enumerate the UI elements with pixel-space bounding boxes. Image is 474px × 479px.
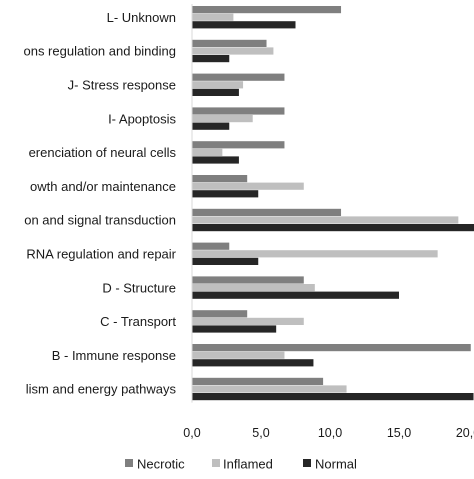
category-label: C - Transport	[100, 314, 176, 329]
category-labels-group: L- Unknown ons regulation and binding J- S…	[23, 10, 176, 397]
category-label: D - Structure	[102, 280, 176, 295]
bar-necrotic-8	[192, 276, 304, 284]
bar-inflamed-11	[192, 385, 347, 393]
legend-swatch-inflamed	[212, 459, 220, 467]
bar-inflamed-2	[192, 81, 244, 89]
category-label: L- Unknown	[107, 10, 176, 25]
legend-swatch-necrotic	[125, 459, 133, 467]
bar-inflamed-0	[192, 13, 234, 21]
bar-normal-5	[192, 190, 259, 198]
bar-necrotic-3	[192, 107, 285, 115]
bar-normal-0	[192, 21, 296, 29]
category-label: ons regulation and binding	[23, 44, 176, 59]
x-tick-label: 10,0	[318, 426, 342, 440]
bar-necrotic-5	[192, 175, 248, 183]
x-tick-label: 15,0	[387, 426, 411, 440]
category-label: RNA regulation and repair	[26, 247, 176, 262]
legend-group: Necrotic Inflamed Normal	[125, 457, 357, 472]
bar-inflamed-10	[192, 351, 285, 359]
category-label: I- Apoptosis	[108, 111, 176, 126]
bar-normal-2	[192, 88, 239, 96]
bar-inflamed-3	[192, 115, 253, 123]
bar-normal-6	[192, 224, 474, 232]
category-label: B - Immune response	[52, 348, 176, 363]
bar-normal-7	[192, 257, 259, 265]
bar-inflamed-6	[192, 216, 459, 224]
bar-inflamed-8	[192, 284, 315, 292]
bar-necrotic-4	[192, 141, 285, 149]
bar-inflamed-9	[192, 317, 304, 325]
bar-normal-10	[192, 359, 314, 367]
category-label: on and signal transduction	[24, 213, 176, 228]
bar-normal-11	[192, 393, 474, 401]
legend-label-necrotic: Necrotic	[137, 457, 185, 472]
category-label: erenciation of neural cells	[29, 145, 177, 160]
legend-swatch-normal	[303, 459, 311, 467]
legend-label-inflamed: Inflamed	[223, 457, 273, 472]
bar-inflamed-7	[192, 250, 438, 258]
bar-normal-4	[192, 156, 239, 164]
bar-necrotic-6	[192, 208, 342, 216]
x-axis-group: 0,0 5,0 10,0 15,0 20,0	[183, 4, 474, 440]
bar-normal-3	[192, 122, 230, 130]
bar-necrotic-9	[192, 310, 248, 318]
legend-label-normal: Normal	[315, 457, 357, 472]
category-label: owth and/or maintenance	[30, 179, 176, 194]
x-tick-label: 20,0	[456, 426, 474, 440]
category-label: J- Stress response	[68, 78, 176, 93]
bar-normal-9	[192, 325, 277, 333]
bar-necrotic-11	[192, 377, 324, 385]
bar-inflamed-4	[192, 148, 223, 156]
x-tick-label: 5,0	[252, 426, 269, 440]
bars-group	[192, 6, 474, 401]
bar-normal-1	[192, 55, 230, 63]
bar-necrotic-1	[192, 39, 267, 47]
bar-necrotic-7	[192, 242, 230, 250]
category-label: lism and energy pathways	[26, 382, 177, 397]
bar-inflamed-1	[192, 47, 274, 55]
bar-necrotic-0	[192, 6, 342, 14]
x-tick-label: 0,0	[183, 426, 200, 440]
bar-necrotic-2	[192, 73, 285, 81]
bar-inflamed-5	[192, 182, 304, 190]
bar-normal-8	[192, 291, 399, 299]
bar-necrotic-10	[192, 344, 471, 352]
